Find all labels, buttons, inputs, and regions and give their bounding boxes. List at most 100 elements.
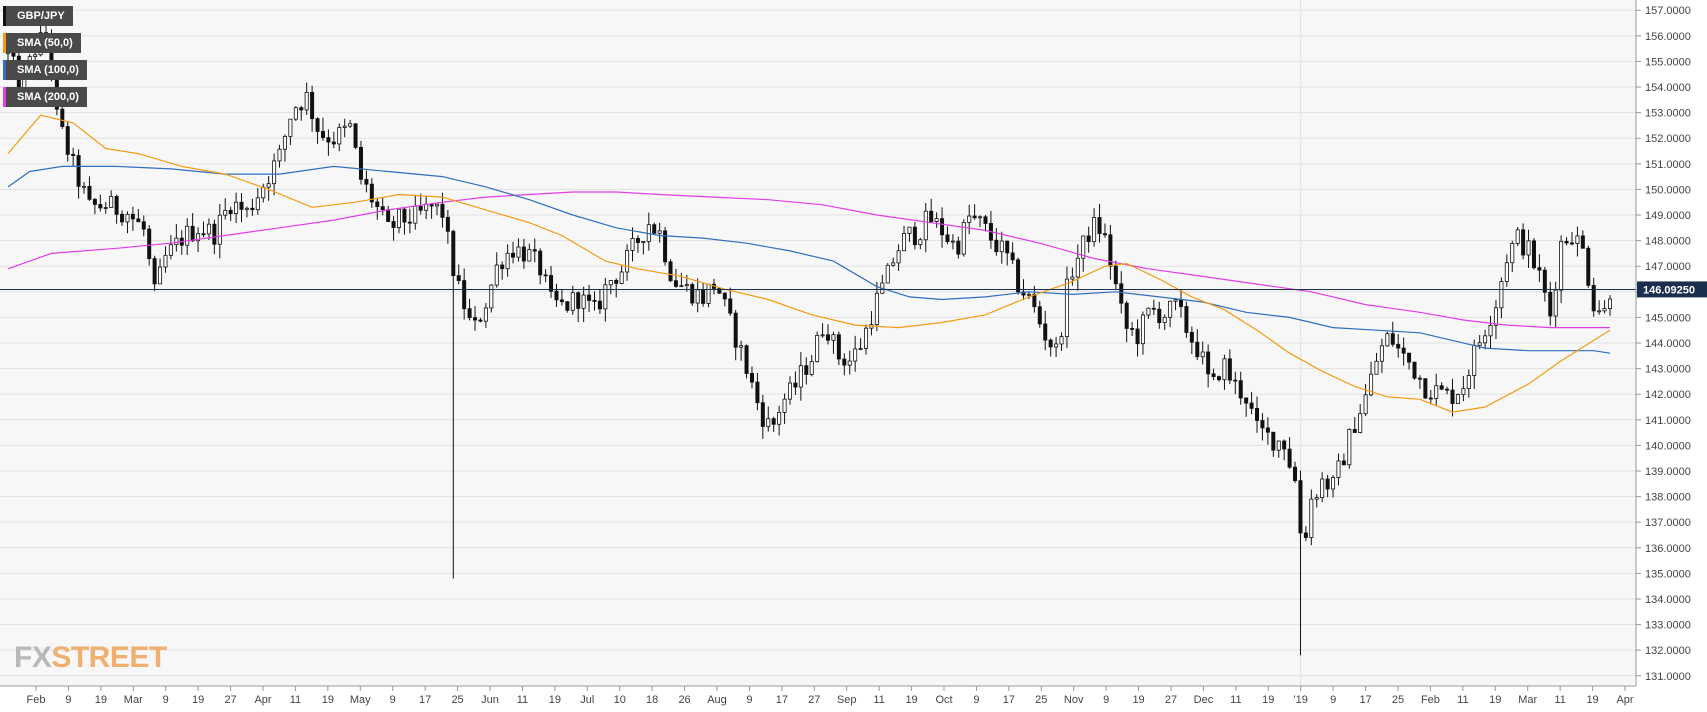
- candle-body: [1260, 420, 1265, 429]
- candle-body: [82, 185, 87, 188]
- last-price-badge-bg: [1637, 281, 1707, 298]
- x-tick-label: 25: [1035, 694, 1047, 706]
- candle-body: [1173, 299, 1178, 302]
- legend-label-sma200: SMA (200,0): [17, 91, 79, 103]
- candle-body: [1559, 240, 1564, 291]
- candle-body: [1569, 242, 1574, 245]
- x-tick-label: Apr: [1616, 694, 1633, 706]
- candle-body: [65, 126, 70, 155]
- candle-body: [337, 127, 342, 145]
- candle-body: [1510, 243, 1515, 264]
- y-tick-label: 139.0000: [1645, 466, 1691, 478]
- candle-body: [532, 249, 537, 252]
- x-tick-label: 10: [614, 694, 626, 706]
- candle-body: [451, 230, 456, 277]
- candle-body: [597, 300, 602, 310]
- candle-body: [798, 365, 803, 388]
- candle-body: [891, 262, 896, 266]
- y-tick-label: 131.0000: [1645, 671, 1691, 683]
- y-tick-label: 134.0000: [1645, 594, 1691, 606]
- candle-body: [1461, 388, 1466, 395]
- candle-body: [1200, 351, 1205, 358]
- x-tick-label: 11: [1554, 694, 1565, 706]
- candle-body: [462, 280, 467, 310]
- candle-body: [494, 264, 499, 286]
- candle-body: [299, 107, 304, 111]
- candle-body: [1320, 478, 1325, 499]
- candle-body: [1265, 427, 1270, 433]
- x-tick-label: Aug: [707, 694, 727, 706]
- candle-body: [766, 418, 771, 427]
- candle-body: [1146, 307, 1151, 316]
- candle-body: [923, 210, 928, 241]
- candle-body: [1434, 385, 1439, 399]
- candle-body: [315, 118, 320, 132]
- x-tick-label: 26: [678, 694, 690, 706]
- x-tick-label: '19: [1294, 694, 1308, 706]
- y-tick-label: 137.0000: [1645, 517, 1691, 529]
- legend-item-gbpjpy[interactable]: GBP/JPY: [3, 6, 73, 26]
- y-tick-label: 144.0000: [1645, 338, 1691, 350]
- candle-body: [1227, 358, 1232, 381]
- candle-body: [473, 317, 478, 321]
- candle-body: [549, 275, 554, 292]
- candle-body: [581, 294, 586, 309]
- candle-body: [467, 308, 472, 319]
- candle-body: [206, 223, 211, 235]
- x-tick-label: 19: [1586, 694, 1598, 706]
- candle-body: [695, 289, 700, 304]
- candle-body: [272, 160, 277, 185]
- candle-body: [282, 135, 287, 150]
- candle-body: [1385, 333, 1390, 347]
- candle-body: [793, 382, 798, 388]
- candle-body: [1396, 343, 1401, 349]
- candle-body: [168, 244, 173, 256]
- y-tick-label: 156.0000: [1645, 31, 1691, 43]
- x-tick-label: Apr: [254, 694, 271, 706]
- candle-body: [641, 241, 646, 243]
- candle-body: [1092, 217, 1097, 243]
- candle-body: [1336, 460, 1341, 478]
- candle-body: [288, 118, 293, 137]
- candle-body: [1238, 380, 1243, 399]
- x-tick-label: 11: [1457, 694, 1468, 706]
- candle-body: [1064, 278, 1069, 338]
- candle-body: [92, 198, 97, 205]
- candle-body: [87, 185, 92, 200]
- candle-body: [630, 238, 635, 251]
- y-tick-label: 147.0000: [1645, 261, 1691, 273]
- candle-body: [1075, 257, 1080, 278]
- legend-item-sma50[interactable]: SMA (50,0): [3, 33, 81, 53]
- candle-body: [717, 288, 722, 294]
- candle-body: [1608, 298, 1613, 309]
- sma-100-line: [7, 165, 1611, 354]
- x-tick-label: Dec: [1194, 694, 1214, 706]
- candle-body: [511, 252, 516, 258]
- candle-body: [418, 205, 423, 211]
- x-tick-label: 17: [1003, 694, 1015, 706]
- candle-body: [1423, 378, 1428, 399]
- candle-body: [972, 215, 977, 219]
- candle-body: [1102, 233, 1107, 236]
- candle-body: [320, 131, 325, 139]
- y-tick-label: 155.0000: [1645, 56, 1691, 68]
- candle-body: [836, 334, 841, 360]
- legend-label-sma100: SMA (100,0): [17, 64, 79, 76]
- candle-body: [945, 234, 950, 242]
- candle-body: [1602, 308, 1607, 312]
- candles: [6, 20, 1613, 656]
- candle-body: [1157, 308, 1162, 324]
- candle-body: [348, 123, 353, 127]
- legend-item-sma200[interactable]: SMA (200,0): [3, 87, 87, 107]
- legend-item-sma100[interactable]: SMA (100,0): [3, 60, 87, 80]
- x-tick-label: 19: [1489, 694, 1501, 706]
- y-axis-ticks: 131.0000 132.0000 133.0000 134.0000 135.0000…: [1636, 5, 1691, 683]
- x-tick-label: Feb: [27, 694, 46, 706]
- candle-body: [1390, 333, 1395, 345]
- candle-body: [60, 108, 65, 127]
- candle-body: [1271, 431, 1276, 451]
- candle-body: [114, 196, 119, 215]
- x-tick-label: 9: [746, 694, 752, 706]
- candle-body: [1211, 373, 1216, 378]
- candle-body: [576, 292, 581, 309]
